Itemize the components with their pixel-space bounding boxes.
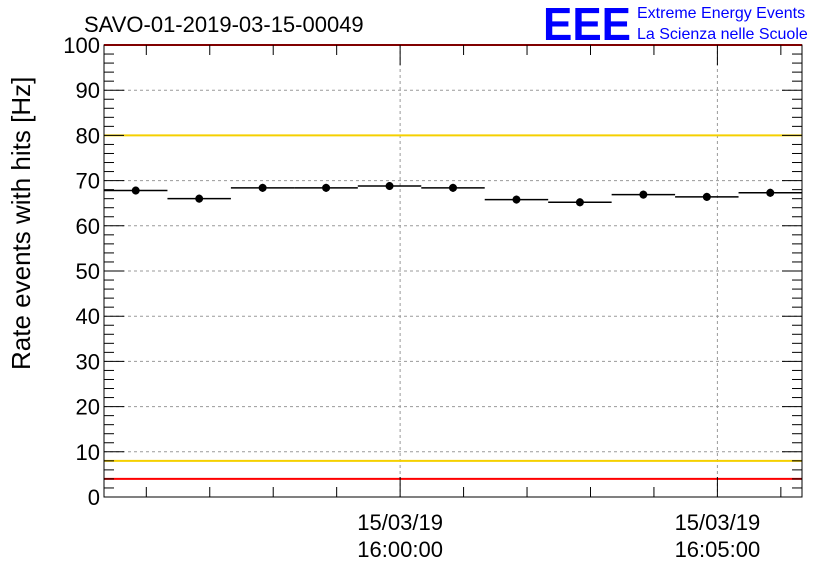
reference-lines bbox=[104, 44, 802, 480]
eee-logo-line1: Extreme Energy Events bbox=[637, 5, 805, 22]
data-point bbox=[322, 183, 331, 192]
y-tick-label: 90 bbox=[76, 78, 100, 103]
data-point bbox=[639, 190, 648, 199]
data-point bbox=[258, 183, 267, 192]
eee-logo: EEE Extreme Energy Events La Scienza nel… bbox=[543, 0, 808, 50]
chart-title: SAVO-01-2019-03-15-00049 bbox=[84, 12, 364, 37]
axis-ticks bbox=[104, 44, 802, 498]
y-tick-label: 10 bbox=[76, 440, 100, 465]
y-tick-label: 40 bbox=[76, 304, 100, 329]
data-series bbox=[104, 182, 802, 207]
y-axis-label: Rate events with hits [Hz] bbox=[6, 77, 36, 370]
y-tick-label: 0 bbox=[88, 485, 100, 510]
x-tick-label-date: 15/03/19 bbox=[675, 510, 761, 535]
data-point bbox=[385, 182, 394, 191]
x-tick-label-time: 16:05:00 bbox=[675, 537, 761, 562]
data-point bbox=[131, 186, 140, 195]
data-point bbox=[766, 188, 775, 197]
data-point bbox=[575, 198, 584, 207]
y-tick-label: 70 bbox=[76, 169, 100, 194]
y-tick-label: 50 bbox=[76, 259, 100, 284]
grid-layer bbox=[104, 45, 802, 497]
data-point bbox=[512, 195, 521, 204]
y-tick-label: 30 bbox=[76, 349, 100, 374]
data-point bbox=[195, 194, 204, 203]
x-tick-label-date: 15/03/19 bbox=[357, 510, 443, 535]
data-point bbox=[702, 192, 711, 201]
y-tick-label: 20 bbox=[76, 395, 100, 420]
y-tick-labels: 0 10 20 30 40 50 60 70 80 90 100 bbox=[63, 33, 100, 510]
y-tick-label: 80 bbox=[76, 123, 100, 148]
y-tick-label: 100 bbox=[63, 33, 100, 58]
data-point bbox=[449, 183, 457, 192]
y-tick-label: 60 bbox=[76, 214, 100, 239]
x-tick-label-time: 16:00:00 bbox=[357, 537, 443, 562]
eee-logo-line2: La Scienza nelle Scuole bbox=[637, 26, 808, 43]
eee-logo-mark: EEE bbox=[543, 0, 631, 50]
